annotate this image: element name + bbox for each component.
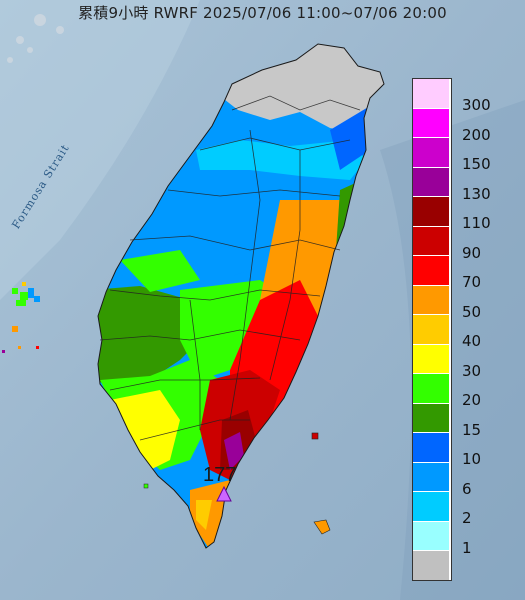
map-title: 累積9小時 RWRF 2025/07/06 11:00~07/06 20:00 — [78, 4, 447, 22]
legend-swatch — [413, 108, 449, 138]
legend-swatch — [413, 551, 449, 580]
legend-label: 200 — [462, 125, 491, 144]
legend-swatch — [413, 433, 449, 463]
legend-label: 50 — [462, 302, 482, 321]
legend-swatch — [413, 138, 449, 168]
legend-swatch — [413, 374, 449, 404]
liuqiu-island — [143, 483, 149, 489]
legend-swatch — [413, 256, 449, 286]
legend-label: 90 — [462, 243, 482, 262]
legend-swatch — [413, 315, 449, 345]
legend-swatch — [413, 403, 449, 433]
legend-label: 20 — [462, 391, 482, 409]
legend-swatch — [413, 226, 449, 256]
legend-swatch — [413, 167, 449, 197]
legend-swatch — [413, 462, 449, 492]
legend-swatch — [413, 285, 449, 315]
legend-swatch — [413, 79, 449, 109]
legend-swatch — [413, 492, 449, 522]
legend-label: 70 — [462, 273, 482, 291]
southern-purple-area — [224, 432, 244, 470]
southwest-yellow-area — [110, 390, 180, 470]
legend-label: 40 — [462, 332, 482, 350]
legend-label: 2 — [462, 509, 472, 527]
shelf-shading — [0, 0, 200, 300]
legend-label: 150 — [462, 155, 491, 173]
southern-tip-yellow-area — [196, 500, 212, 530]
legend-label: 1 — [462, 538, 472, 557]
legend-swatch — [413, 197, 449, 227]
legend-label: 110 — [462, 214, 491, 232]
orchid-island — [313, 519, 331, 535]
legend-swatch — [413, 344, 449, 374]
legend-label: 30 — [462, 361, 482, 380]
legend-label: 130 — [462, 184, 491, 203]
legend-label: 300 — [462, 96, 491, 114]
legend-label: 10 — [462, 450, 482, 468]
northern-light-rain-area — [196, 140, 366, 180]
legend-label: 6 — [462, 479, 472, 498]
penghu-islands — [2, 282, 40, 353]
west-central-green-strip — [120, 250, 200, 292]
northern-islets — [7, 14, 64, 63]
rainfall-legend-bar — [412, 78, 452, 581]
legend-swatch — [413, 521, 449, 551]
legend-label: 15 — [462, 420, 482, 439]
county-boundaries — [99, 95, 361, 441]
peak-triangle-icon — [216, 486, 232, 502]
peak-rainfall-label: 177 — [203, 464, 237, 486]
green-island — [311, 432, 319, 440]
